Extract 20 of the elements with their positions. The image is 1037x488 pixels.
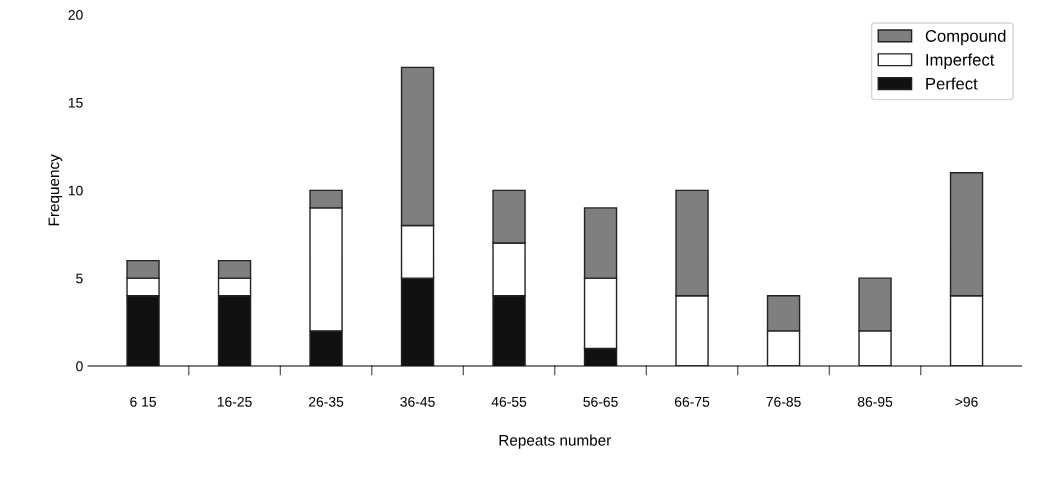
x-tick-label: 26-35 bbox=[308, 396, 344, 407]
x-tick-label: 16-25 bbox=[217, 396, 252, 407]
y-tick-label: 20 bbox=[68, 9, 83, 20]
x-tick-label: 66-75 bbox=[674, 396, 710, 407]
legend-label: Perfect bbox=[926, 77, 978, 90]
y-axis-title: Frequency bbox=[48, 154, 63, 226]
y-tick-label: 15 bbox=[68, 97, 83, 108]
legend-label: Imperfect bbox=[926, 53, 995, 70]
y-tick-label: 0 bbox=[76, 361, 83, 372]
x-tick-label: 56-65 bbox=[583, 396, 618, 407]
y-tick-label: 10 bbox=[68, 185, 83, 196]
x-tick-label: 6 15 bbox=[130, 396, 156, 407]
x-tick-label: 36-45 bbox=[400, 396, 435, 407]
legend-label: Compound bbox=[925, 29, 1006, 46]
y-tick-label: 5 bbox=[76, 273, 83, 284]
x-tick-label: 76-85 bbox=[766, 396, 801, 407]
x-tick-label: 46-55 bbox=[491, 396, 527, 407]
x-tick-label: >96 bbox=[955, 396, 978, 407]
x-axis-title: Repeats number bbox=[499, 434, 612, 449]
x-tick-label: 86-95 bbox=[857, 396, 893, 407]
